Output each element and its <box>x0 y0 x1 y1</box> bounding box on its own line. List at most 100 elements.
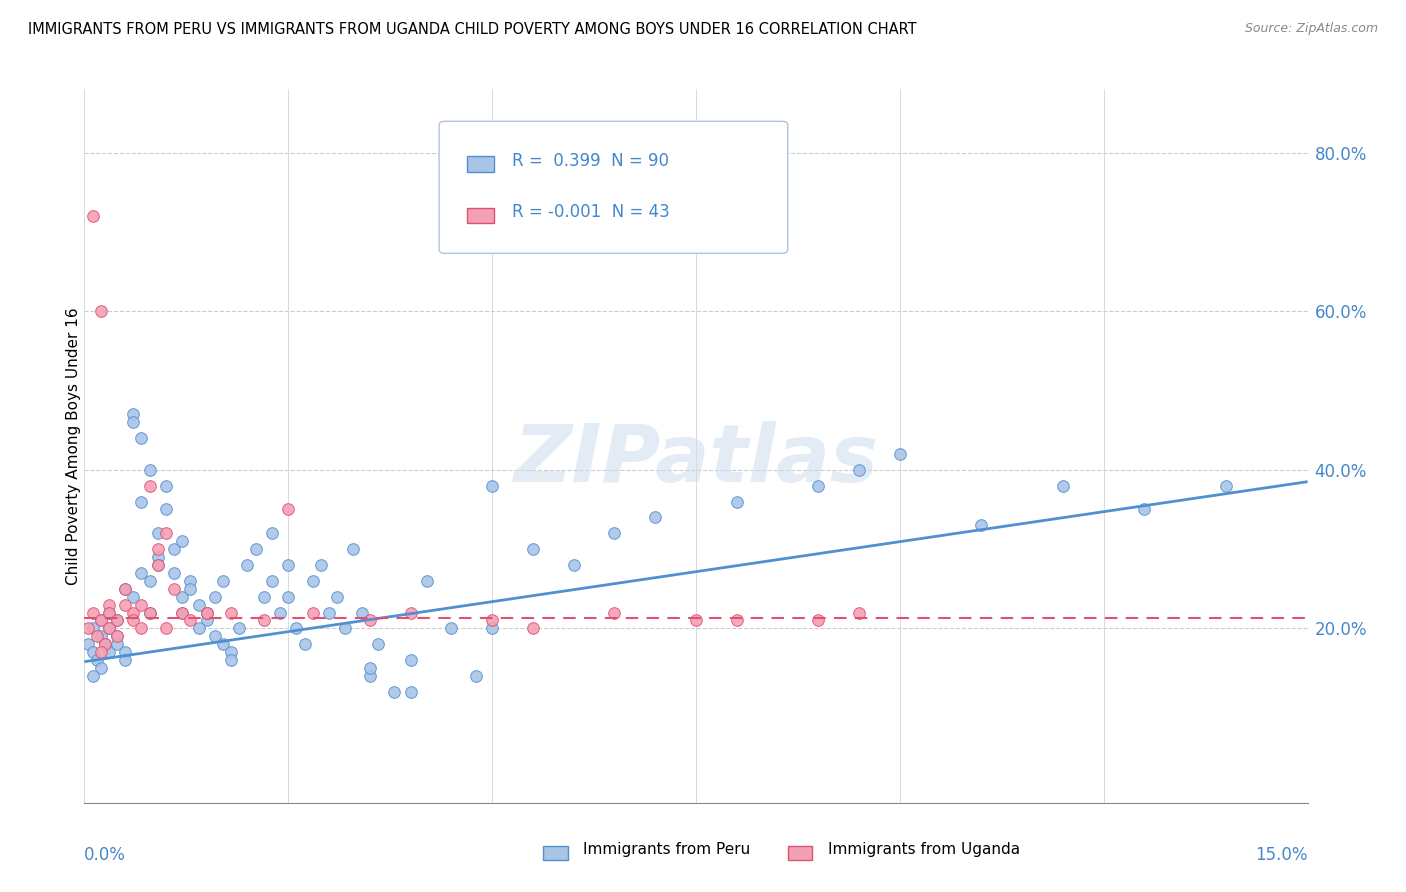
Point <box>105 629 128 643</box>
Point <box>90 304 112 318</box>
Point <box>114 645 136 659</box>
Point <box>562 558 585 572</box>
Point <box>82 209 104 223</box>
Point <box>97 621 120 635</box>
Text: R =  0.399  N = 90: R = 0.399 N = 90 <box>513 152 669 169</box>
Point <box>172 606 194 620</box>
Point <box>277 558 299 572</box>
Point <box>172 590 194 604</box>
Point <box>131 598 153 612</box>
Point <box>228 621 250 635</box>
Point <box>122 614 145 628</box>
Point <box>359 614 381 628</box>
Point <box>77 637 100 651</box>
Point <box>481 621 503 635</box>
Text: Immigrants from Uganda: Immigrants from Uganda <box>828 842 1021 856</box>
Point <box>970 518 993 533</box>
Point <box>90 661 112 675</box>
Point <box>195 614 218 628</box>
Point <box>326 590 349 604</box>
Point <box>350 606 373 620</box>
Point <box>399 685 422 699</box>
Point <box>236 558 259 572</box>
Point <box>685 614 707 628</box>
Point <box>359 661 381 675</box>
Point <box>163 582 186 596</box>
Point <box>90 645 112 659</box>
Point <box>122 606 145 620</box>
Point <box>219 645 242 659</box>
Point <box>335 621 357 635</box>
Point <box>122 415 145 429</box>
Point <box>342 542 364 557</box>
Point <box>212 574 235 588</box>
Point <box>146 542 169 557</box>
Point <box>807 478 830 492</box>
Point <box>179 574 201 588</box>
Point <box>114 653 136 667</box>
Point <box>82 621 104 635</box>
Point <box>725 614 748 628</box>
Point <box>481 478 503 492</box>
Point <box>105 614 128 628</box>
Point <box>155 478 177 492</box>
Point <box>82 669 104 683</box>
Text: Source: ZipAtlas.com: Source: ZipAtlas.com <box>1244 22 1378 36</box>
Point <box>301 574 323 588</box>
Point <box>464 669 486 683</box>
Point <box>172 606 194 620</box>
Point <box>93 637 117 651</box>
Text: R = -0.001  N = 43: R = -0.001 N = 43 <box>513 203 671 221</box>
Point <box>131 566 153 580</box>
Point <box>105 614 128 628</box>
Point <box>195 606 218 620</box>
Point <box>179 614 201 628</box>
Point <box>195 606 218 620</box>
Point <box>90 614 112 628</box>
Point <box>138 606 160 620</box>
Point <box>155 526 177 541</box>
Point <box>301 606 323 620</box>
Point <box>138 463 160 477</box>
Point <box>1215 478 1237 492</box>
Point <box>260 574 283 588</box>
Point <box>481 614 503 628</box>
Point <box>97 645 120 659</box>
Point <box>204 629 226 643</box>
Point <box>848 463 870 477</box>
Point <box>285 621 308 635</box>
Point <box>97 606 120 620</box>
Point <box>86 653 108 667</box>
Point <box>131 494 153 508</box>
Point <box>138 478 160 492</box>
Point <box>146 526 169 541</box>
Point <box>245 542 267 557</box>
Point <box>318 606 340 620</box>
Point <box>82 645 104 659</box>
Point <box>138 574 160 588</box>
Point <box>277 590 299 604</box>
Point <box>382 685 405 699</box>
Point <box>603 606 626 620</box>
Text: IMMIGRANTS FROM PERU VS IMMIGRANTS FROM UGANDA CHILD POVERTY AMONG BOYS UNDER 16: IMMIGRANTS FROM PERU VS IMMIGRANTS FROM … <box>28 22 917 37</box>
Point <box>309 558 332 572</box>
Point <box>114 582 136 596</box>
Point <box>155 621 177 635</box>
Point <box>97 621 120 635</box>
Point <box>163 566 186 580</box>
FancyBboxPatch shape <box>467 156 494 172</box>
Point <box>82 606 104 620</box>
Point <box>260 526 283 541</box>
Point <box>122 407 145 421</box>
Point <box>807 614 830 628</box>
Point <box>204 590 226 604</box>
FancyBboxPatch shape <box>787 846 813 860</box>
Point <box>522 542 544 557</box>
Point <box>1052 478 1074 492</box>
Point <box>187 621 209 635</box>
Point <box>114 582 136 596</box>
Point <box>440 621 463 635</box>
Point <box>725 494 748 508</box>
Point <box>399 606 422 620</box>
Point <box>146 558 169 572</box>
